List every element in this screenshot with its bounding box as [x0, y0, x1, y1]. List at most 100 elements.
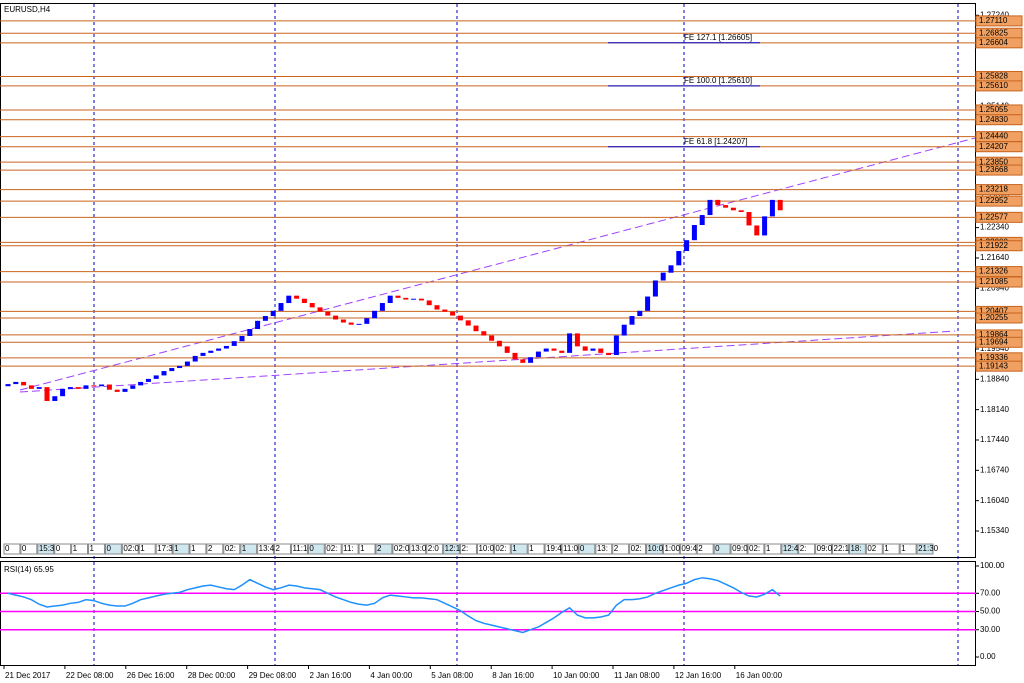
- x-tick-label: 29 Dec 08:00: [249, 671, 297, 680]
- level-label-box: [975, 164, 1023, 176]
- event-label: 1:00: [664, 544, 680, 553]
- candle-body: [652, 280, 658, 297]
- candle-body: [730, 207, 736, 211]
- candle-body: [239, 335, 245, 342]
- candle-body: [707, 199, 713, 216]
- candle-body: [684, 240, 690, 252]
- event-label: 10:00: [648, 544, 669, 553]
- level-label: 1.23218: [979, 185, 1008, 194]
- event-label: 1: [360, 544, 365, 553]
- candle-body: [512, 352, 518, 360]
- candle-body: [715, 199, 721, 206]
- x-tick-label: 12 Jan 16:00: [675, 671, 722, 680]
- candle-body: [520, 359, 526, 363]
- x-tick-label: 5 Jan 08:00: [431, 671, 473, 680]
- event-label: 0: [580, 544, 585, 553]
- candle-body: [418, 298, 424, 301]
- candle-body: [645, 296, 651, 311]
- level-label: 1.20255: [979, 313, 1008, 322]
- level-label: 1.23850: [979, 157, 1008, 166]
- event-box: [223, 543, 241, 555]
- level-label-box: [975, 211, 1023, 223]
- candle-body: [247, 329, 253, 336]
- candle-body: [660, 272, 666, 281]
- candle-body: [255, 320, 261, 330]
- candle-body: [699, 215, 705, 226]
- event-label: 1: [766, 544, 771, 553]
- rsi-pane: [0, 561, 976, 666]
- event-label: 2: [208, 544, 213, 553]
- event-label: 1: [90, 544, 95, 553]
- event-box: [138, 543, 156, 555]
- candle-body: [395, 295, 401, 298]
- event-label: 2:0: [428, 544, 440, 553]
- event-label: 11:16: [292, 544, 312, 553]
- candle-body: [481, 331, 487, 336]
- candle-body: [83, 385, 89, 389]
- candle-body: [177, 365, 183, 369]
- candle-body: [754, 225, 760, 236]
- level-label-box: [975, 37, 1023, 49]
- candle-body: [153, 375, 159, 379]
- event-box: [189, 543, 207, 555]
- candle-body: [551, 348, 557, 351]
- candle-body: [317, 307, 323, 312]
- level-label-box: [975, 184, 1023, 196]
- candle-body: [496, 340, 502, 347]
- event-label: 1: [884, 544, 889, 553]
- candle-body: [294, 295, 300, 299]
- candle-body: [668, 265, 674, 273]
- candle-body: [559, 350, 565, 353]
- event-box: [324, 543, 342, 555]
- event-label: 02:00: [123, 544, 144, 553]
- level-label: 1.19864: [979, 330, 1008, 339]
- event-box: [730, 543, 748, 555]
- candle-body: [676, 251, 682, 266]
- candle-body: [278, 303, 284, 311]
- event-box: [88, 543, 105, 555]
- event-box: [679, 543, 697, 555]
- event-label: 0: [22, 544, 27, 553]
- trendline: [19, 330, 956, 393]
- candle-body: [216, 348, 222, 351]
- candle-body: [231, 341, 237, 346]
- event-label: 09:00: [732, 544, 753, 553]
- candle-body: [457, 315, 463, 321]
- event-box: [307, 543, 325, 555]
- level-label: 1.26825: [979, 28, 1008, 37]
- level-label-box: [975, 15, 1023, 27]
- event-box: [713, 543, 731, 555]
- candle-body: [301, 298, 307, 304]
- level-label: 1.19143: [979, 361, 1008, 370]
- event-box: [865, 543, 883, 555]
- candle-body: [161, 371, 167, 376]
- level-label-box: [975, 141, 1023, 153]
- y-tick-label: 1.18140: [980, 405, 1009, 414]
- event-label: 02:: [326, 544, 337, 553]
- event-box: [848, 543, 866, 555]
- candle-body: [75, 387, 81, 389]
- annotation: FE 100.0 [1.25610]: [684, 76, 752, 85]
- event-label: 02:0: [394, 544, 410, 553]
- candle-body: [691, 225, 697, 241]
- rsi-tick-label: 70.00: [980, 588, 1001, 597]
- event-box: [544, 543, 562, 555]
- y-tick-label: 1.15340: [980, 526, 1009, 535]
- candle-body: [567, 333, 573, 353]
- event-box: [899, 543, 917, 555]
- candle-body: [200, 352, 206, 356]
- event-label: 0: [56, 544, 61, 553]
- event-label: 2: [614, 544, 619, 553]
- event-label: 02:: [749, 544, 760, 553]
- event-box: [764, 543, 782, 555]
- x-tick-label: 21 Dec 2017: [5, 671, 51, 680]
- candle-body: [543, 348, 549, 352]
- candle-body: [403, 297, 409, 300]
- candle-body: [130, 385, 136, 389]
- event-box: [375, 543, 393, 555]
- x-tick-label: 10 Jan 00:00: [553, 671, 600, 680]
- level-label: 1.19336: [979, 353, 1008, 362]
- y-tick-label: 1.19540: [980, 344, 1009, 353]
- candle-body: [426, 300, 432, 306]
